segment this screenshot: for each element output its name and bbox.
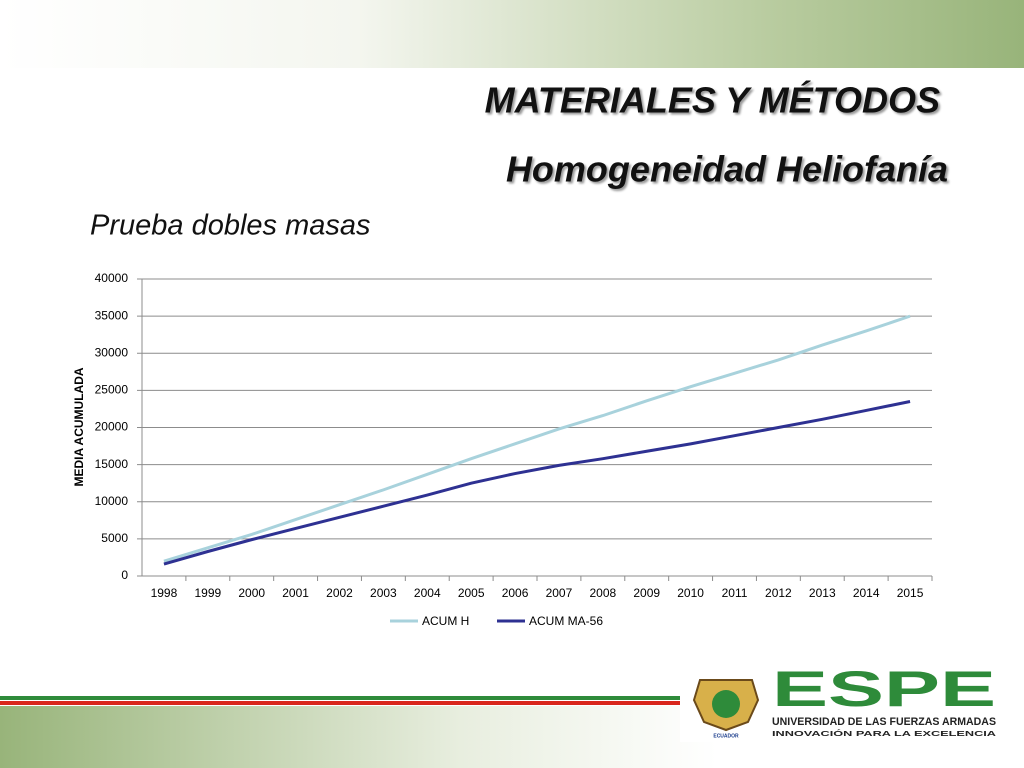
x-tick-label: 2001 [282, 586, 309, 600]
y-tick-label: 10000 [95, 494, 129, 508]
y-tick-label: 5000 [101, 531, 128, 545]
x-tick-label: 2013 [809, 586, 836, 600]
x-tick-label: 1999 [194, 586, 221, 600]
x-tick-label: 2006 [502, 586, 529, 600]
logo-motto: INNOVACIÓN PARA LA EXCELENCIA [772, 729, 996, 738]
y-tick-label: 20000 [95, 420, 129, 434]
y-tick-label: 35000 [95, 308, 129, 322]
logo-emblem [712, 690, 740, 718]
series-line [163, 314, 911, 563]
x-tick-label: 2014 [853, 586, 880, 600]
x-tick-label: 2007 [546, 586, 573, 600]
legend-label: ACUM MA-56 [529, 614, 603, 628]
legend-label: ACUM H [422, 614, 469, 628]
stripe-green [0, 696, 680, 700]
series-line [163, 400, 911, 566]
section-title: Prueba dobles masas [90, 210, 371, 242]
slide-subtitle: Homogeneidad Heliofanía [506, 149, 948, 190]
logo: ECUADOR ESPE UNIVERSIDAD DE LAS FUERZAS … [692, 661, 996, 739]
logo-university: UNIVERSIDAD DE LAS FUERZAS ARMADAS [772, 716, 996, 728]
x-tick-label: 2004 [414, 586, 441, 600]
y-tick-label: 15000 [95, 457, 129, 471]
top-band [0, 0, 1024, 68]
x-tick-label: 2011 [722, 586, 748, 600]
logo-country: ECUADOR [713, 733, 739, 739]
y-tick-label: 30000 [95, 345, 129, 359]
x-tick-label: 2000 [238, 586, 265, 600]
x-tick-label: 2008 [589, 586, 616, 600]
slide-title: MATERIALES Y MÉTODOS [485, 80, 940, 121]
y-tick-label: 25000 [95, 383, 129, 397]
x-tick-label: 2005 [458, 586, 485, 600]
logo-name: ESPE [772, 661, 996, 717]
x-tick-label: 2010 [677, 586, 704, 600]
x-tick-label: 2003 [370, 586, 397, 600]
x-tick-label: 2009 [633, 586, 660, 600]
x-tick-label: 2015 [897, 586, 924, 600]
y-tick-label: 40000 [95, 271, 129, 285]
x-tick-label: 2012 [765, 586, 792, 600]
x-tick-label: 2002 [326, 586, 353, 600]
x-tick-label: 1998 [151, 586, 178, 600]
stripe-red [0, 701, 680, 705]
y-tick-label: 0 [121, 568, 128, 582]
y-axis-label: MEDIA ACUMULADA [72, 367, 86, 486]
